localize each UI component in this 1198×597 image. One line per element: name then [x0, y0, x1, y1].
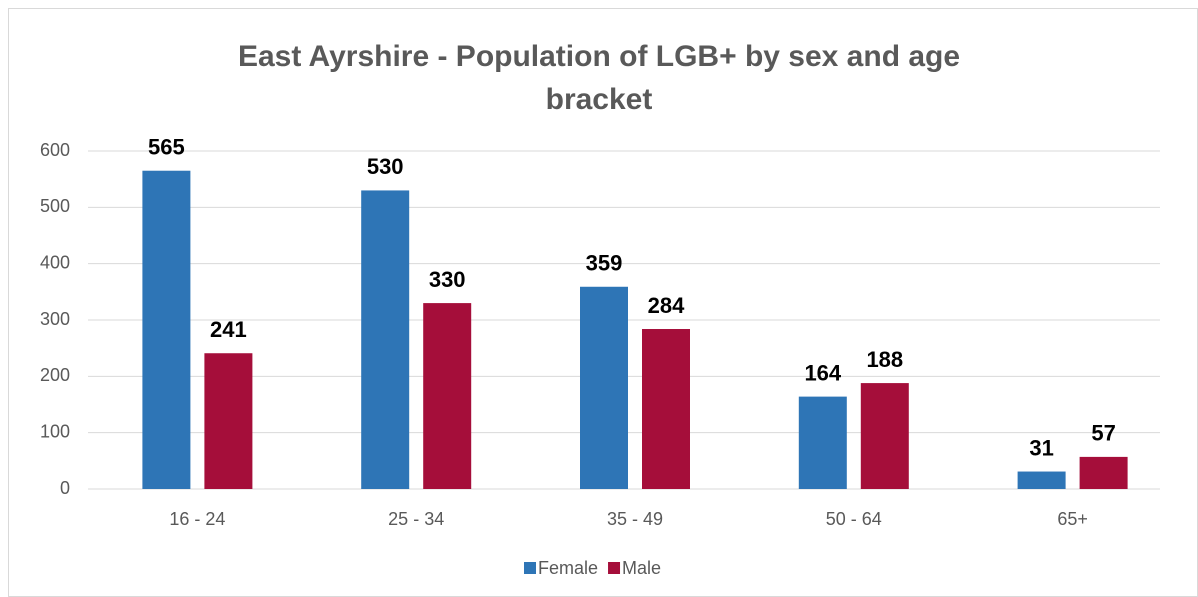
bar [580, 286, 628, 489]
x-tick-label: 50 - 64 [826, 509, 882, 529]
data-label: 330 [429, 267, 466, 292]
x-tick-label: 65+ [1057, 509, 1088, 529]
chart-title: East Ayrshire - Population of LGB+ by se… [237, 40, 961, 116]
x-tick-label: 16 - 24 [169, 509, 225, 529]
bar [1017, 471, 1066, 489]
bar [860, 383, 909, 489]
bar [142, 170, 191, 489]
y-tick-label: 0 [60, 478, 70, 498]
y-tick-label: 100 [40, 421, 70, 441]
bar [204, 353, 253, 489]
bar [642, 329, 690, 489]
y-tick-label: 200 [40, 365, 70, 385]
data-label: 565 [148, 135, 185, 160]
legend-label: Female [538, 558, 598, 578]
bar [798, 396, 847, 489]
legend-label: Male [622, 558, 661, 578]
y-tick-label: 400 [40, 252, 70, 272]
legend-swatch [524, 562, 536, 574]
bar [361, 190, 410, 489]
data-label: 241 [210, 317, 247, 342]
y-tick-label: 500 [40, 196, 70, 216]
bar [1079, 456, 1128, 489]
y-tick-label: 300 [40, 309, 70, 329]
data-label: 359 [586, 251, 623, 276]
x-tick-label: 35 - 49 [607, 509, 663, 529]
x-tick-label: 25 - 34 [388, 509, 444, 529]
legend-swatch [608, 562, 621, 574]
data-label: 530 [367, 154, 404, 179]
data-label: 57 [1091, 421, 1115, 446]
data-label: 188 [866, 347, 903, 372]
data-label: 284 [648, 293, 685, 318]
bar [423, 303, 472, 489]
y-tick-label: 600 [40, 140, 70, 160]
data-label: 31 [1029, 435, 1053, 460]
data-label: 164 [804, 360, 841, 385]
